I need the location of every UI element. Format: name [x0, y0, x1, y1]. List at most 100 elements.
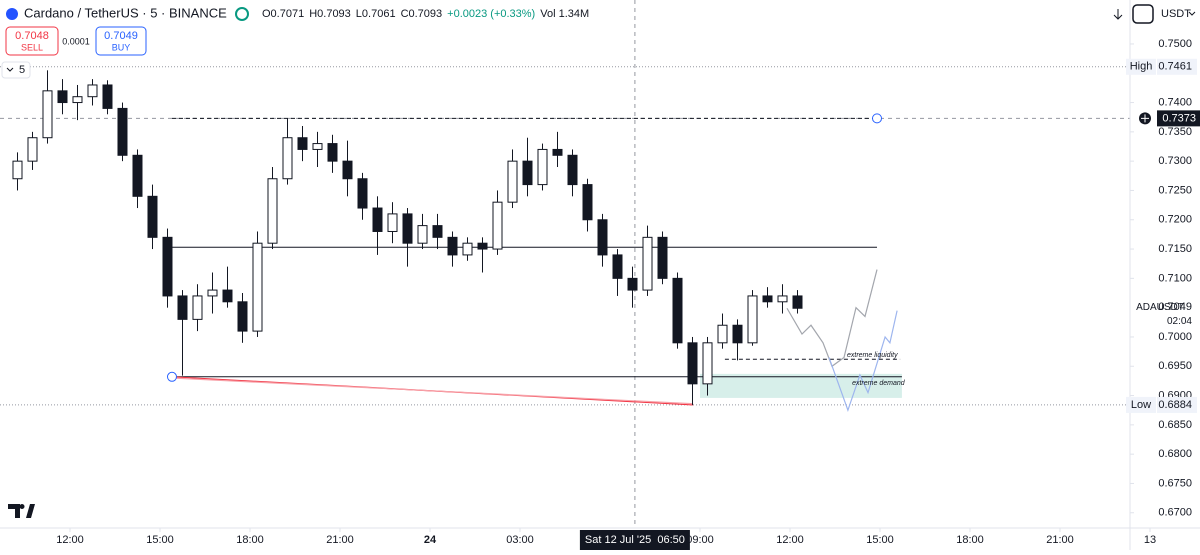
screenshot-icon[interactable] — [1132, 4, 1154, 24]
x-tick-label: 21:00 — [326, 534, 354, 546]
y-tick-label: 0.6950 — [1158, 360, 1192, 372]
candle-body — [507, 160, 518, 203]
countdown: 02:04 — [1167, 316, 1192, 327]
candle-body — [432, 225, 443, 238]
drawing-path — [171, 377, 694, 405]
crosshair-price: 0.7373 — [1162, 112, 1196, 124]
indicator-count: 5 — [19, 64, 25, 76]
last-price-symbol: ADAUSDT — [1136, 302, 1184, 313]
candle-body — [402, 213, 413, 244]
candle-body — [582, 184, 593, 221]
candle-body — [252, 242, 263, 332]
candle-body — [762, 295, 773, 303]
x-tick-label: 12:00 — [56, 534, 84, 546]
candle-body — [222, 289, 233, 303]
candle-body — [537, 148, 548, 186]
candle-body — [672, 277, 683, 344]
sell-price: 0.7048 — [15, 30, 49, 42]
buy-price: 0.7049 — [104, 30, 138, 42]
ohlc-value: L0.7061 — [356, 8, 396, 20]
x-tick-label: 03:00 — [506, 534, 534, 546]
x-tick-label: 09:00 — [686, 534, 714, 546]
price-label-box — [1157, 58, 1197, 75]
candle-body — [522, 160, 533, 186]
candle-body — [117, 107, 128, 156]
sell-button[interactable] — [5, 26, 59, 56]
x-tick-label: 21:00 — [1046, 534, 1074, 546]
candle-body — [417, 225, 428, 244]
candle-body — [717, 324, 728, 344]
spread: 0.0001 — [62, 36, 90, 46]
y-tick-label: 0.6750 — [1158, 477, 1192, 489]
candle-body — [657, 236, 668, 279]
ohlc-value: O0.7071 — [262, 8, 304, 20]
ohlc-legend: O0.7071 H0.7093 L0.7061 C0.7093 +0.0023 (+0.… — [262, 8, 589, 20]
price-label-value: 0.7461 — [1158, 61, 1192, 73]
ohlc-value: +0.0023 (+0.33%) — [447, 8, 535, 20]
y-tick-label: 0.6850 — [1158, 419, 1192, 431]
drawing-path — [828, 310, 898, 413]
logo — [8, 504, 35, 518]
candle-body — [357, 178, 368, 209]
price-label-box — [1157, 396, 1197, 413]
candle-body — [777, 295, 788, 303]
candle-body — [642, 236, 653, 291]
candle-body — [627, 277, 638, 291]
demand-zone — [700, 373, 902, 398]
candle-body — [732, 324, 743, 344]
candle-body — [132, 154, 143, 197]
buy-button[interactable] — [95, 26, 147, 56]
y-tick-label: 0.7300 — [1158, 155, 1192, 167]
handle — [166, 371, 177, 382]
x-tick-label: 24 — [424, 534, 437, 546]
candle-body — [477, 242, 488, 250]
candle-body — [267, 178, 278, 244]
y-tick-label: 0.7200 — [1158, 214, 1192, 226]
candle-body — [597, 219, 608, 256]
indicator-toggle[interactable] — [1, 61, 31, 79]
x-tick-label: 12:00 — [776, 534, 804, 546]
x-tick-label: 15:00 — [866, 534, 894, 546]
x-tick-label: 15:00 — [146, 534, 174, 546]
candle-body — [162, 236, 173, 297]
candle-body — [702, 342, 713, 385]
price-label-name-box — [1126, 396, 1156, 413]
candle-body — [147, 195, 158, 238]
download-icon[interactable] — [1113, 9, 1123, 20]
annotation: extreme demand — [852, 380, 906, 387]
ohlc-value: H0.7093 — [309, 8, 351, 20]
buy-label: BUY — [112, 42, 131, 52]
price-label-name: High — [1130, 61, 1153, 73]
currency[interactable]: USDT — [1161, 8, 1191, 20]
candle-body — [177, 295, 188, 320]
candle-body — [297, 137, 308, 150]
handle — [872, 113, 883, 124]
sell-label: SELL — [21, 42, 43, 52]
last-price-box — [1131, 299, 1200, 330]
candle-body — [192, 295, 203, 320]
y-tick-label: 0.7150 — [1158, 243, 1192, 255]
candle-body — [57, 90, 68, 104]
price-label-name: Low — [1131, 399, 1151, 411]
candle-body — [207, 289, 218, 297]
candle-body — [687, 342, 698, 385]
candle-body — [282, 137, 293, 180]
ohlc-value: Vol 1.34M — [540, 8, 589, 20]
candle-body — [12, 160, 23, 180]
y-tick-label: 0.7100 — [1158, 272, 1192, 284]
candle-body — [747, 295, 758, 344]
crosshair-price-box — [1157, 110, 1200, 127]
plus-icon — [1141, 114, 1149, 123]
candle-body — [27, 137, 38, 162]
crosshair-time-box — [579, 530, 690, 550]
candle-body — [387, 213, 398, 232]
symbol-icon — [6, 8, 18, 20]
ohlc-value: C0.7093 — [401, 8, 443, 20]
symbol-title[interactable]: Cardano / TetherUS · 5 · BINANCE — [24, 5, 227, 20]
candle-body — [72, 96, 83, 104]
last-price-value: 0.7049 — [1158, 301, 1192, 313]
candle-body — [102, 84, 113, 109]
y-tick-label: 0.7250 — [1158, 184, 1192, 196]
price-label-name-box — [1126, 58, 1156, 75]
